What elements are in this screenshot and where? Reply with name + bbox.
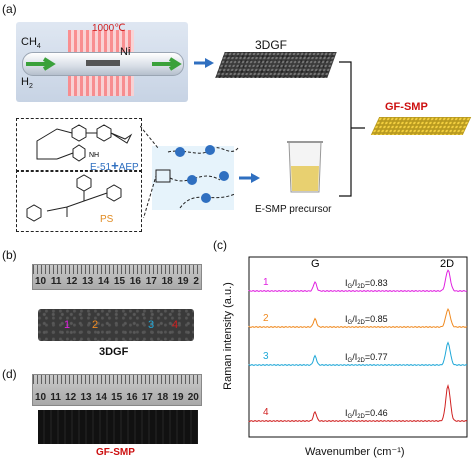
arrow-to-3dgf-icon <box>194 58 214 68</box>
ruler-b-number-5: 15 <box>113 276 126 287</box>
marker-4: 4 <box>172 319 179 331</box>
ruler-d-number-9: 19 <box>172 392 184 403</box>
ruler-d-number-4: 14 <box>95 392 107 403</box>
ruler-d: 10 11 12 13 14 15 16 17 18 19 20 <box>32 374 202 406</box>
cvd-furnace: 1000℃ CH4 H2 Ni <box>16 22 188 102</box>
series-label-2: 2 <box>263 313 269 324</box>
3dgf-foam-image <box>215 52 337 78</box>
ruler-d-number-8: 18 <box>157 392 169 403</box>
series-label-1: 1 <box>263 277 269 288</box>
reactor-temp: 1000℃ <box>92 23 126 34</box>
product-label: GF-SMP <box>385 101 428 113</box>
raman-series-4 <box>248 383 468 422</box>
arrow-to-beaker-icon <box>239 173 260 183</box>
ratio-label-2: IG/I2D=0.85 <box>345 314 388 326</box>
series-label-4: 4 <box>263 407 269 418</box>
marker-2: 2 <box>92 319 99 331</box>
3dgf-sample: 1 2 3 4 <box>38 309 194 341</box>
beaker-icon <box>287 141 323 193</box>
network-lines <box>140 125 239 218</box>
gas-flow-arrows <box>26 57 182 71</box>
merge-bracket <box>339 61 365 197</box>
series-label-3: 3 <box>263 351 269 362</box>
marker-3: 3 <box>148 319 155 331</box>
ruler-b-number-4: 14 <box>98 276 110 287</box>
gas-in-arrow-icon <box>26 57 56 71</box>
ratio-label-1: IG/I2D=0.83 <box>345 278 388 290</box>
ruler-d-number-3: 13 <box>80 392 92 403</box>
y-axis-label: Raman intensity (a.u.) <box>222 282 234 390</box>
ruler-b-number-6: 16 <box>129 276 141 287</box>
precursor-label: E-SMP precursor <box>255 204 332 215</box>
ps-structure-icon <box>26 174 122 222</box>
plot-frame <box>248 256 468 438</box>
ruler-d-number-2: 12 <box>65 392 77 403</box>
gas-h2: H2 <box>21 76 33 91</box>
nh-label: NH <box>89 152 99 159</box>
ps-structure-box <box>16 170 142 232</box>
gf-smp-sample <box>38 410 198 444</box>
epoxy-structure-icon: NH <box>36 124 133 162</box>
raman-series-3 <box>248 341 468 366</box>
peak-2d-label: 2D <box>440 258 454 270</box>
epoxy-structure-box: NH <box>16 118 142 172</box>
foam-label: 3DGF <box>255 38 288 52</box>
ruler-b-number-7: 17 <box>145 276 157 287</box>
ruler-d-number-1: 11 <box>50 392 61 403</box>
panel-d-label: (d) <box>2 367 17 381</box>
ratio-label-4: IG/I2D=0.46 <box>345 408 388 420</box>
gf-smp-image <box>370 117 472 135</box>
peak-g-label: G <box>311 258 320 270</box>
ruler-b: 10 11 12 13 14 15 16 17 18 19 2 <box>32 264 202 290</box>
ruler-b-number-1: 11 <box>50 276 62 287</box>
ratio-label-3: IG/I2D=0.77 <box>345 352 388 364</box>
ruler-b-number-3: 13 <box>82 276 94 287</box>
metal-ni: Ni <box>120 46 131 58</box>
panel-c-label: (c) <box>213 238 227 252</box>
x-axis-label: Wavenumber (cm⁻¹) <box>305 446 405 458</box>
gas-ch4: CH4 <box>21 36 41 51</box>
ruler-d-number-5: 15 <box>111 392 123 403</box>
gf-smp-sample-label: GF-SMP <box>96 447 135 458</box>
ruler-d-number-6: 16 <box>126 392 138 403</box>
raman-series-1 <box>248 269 468 292</box>
raman-chart: 1 IG/I2D=0.83 2 IG/I2D=0.85 3 IG/I2D=0.77 4 IG/… <box>248 256 468 438</box>
ps-label: PS <box>100 214 114 225</box>
panel-b-label: (b) <box>2 248 17 262</box>
gas-out-arrow-icon <box>152 57 182 71</box>
e51-aep-label: E-51+AEP <box>90 158 139 173</box>
nickel-foam-boat <box>86 60 120 66</box>
ruler-d-number-0: 10 <box>35 392 47 403</box>
ruler-d-number-7: 17 <box>141 392 153 403</box>
panel-a-label: (a) <box>2 2 17 16</box>
ruler-b-number-0: 10 <box>35 276 47 287</box>
marker-1: 1 <box>64 319 71 331</box>
ruler-b-number-9: 19 <box>177 276 189 287</box>
ruler-b-number-2: 12 <box>66 276 78 287</box>
3dgf-sample-label: 3DGF <box>99 346 129 358</box>
ruler-d-number-10: 20 <box>187 392 199 403</box>
raman-series-2 <box>248 308 468 328</box>
ruler-b-number-8: 18 <box>161 276 173 287</box>
ruler-b-number-10: 2 <box>193 276 199 287</box>
